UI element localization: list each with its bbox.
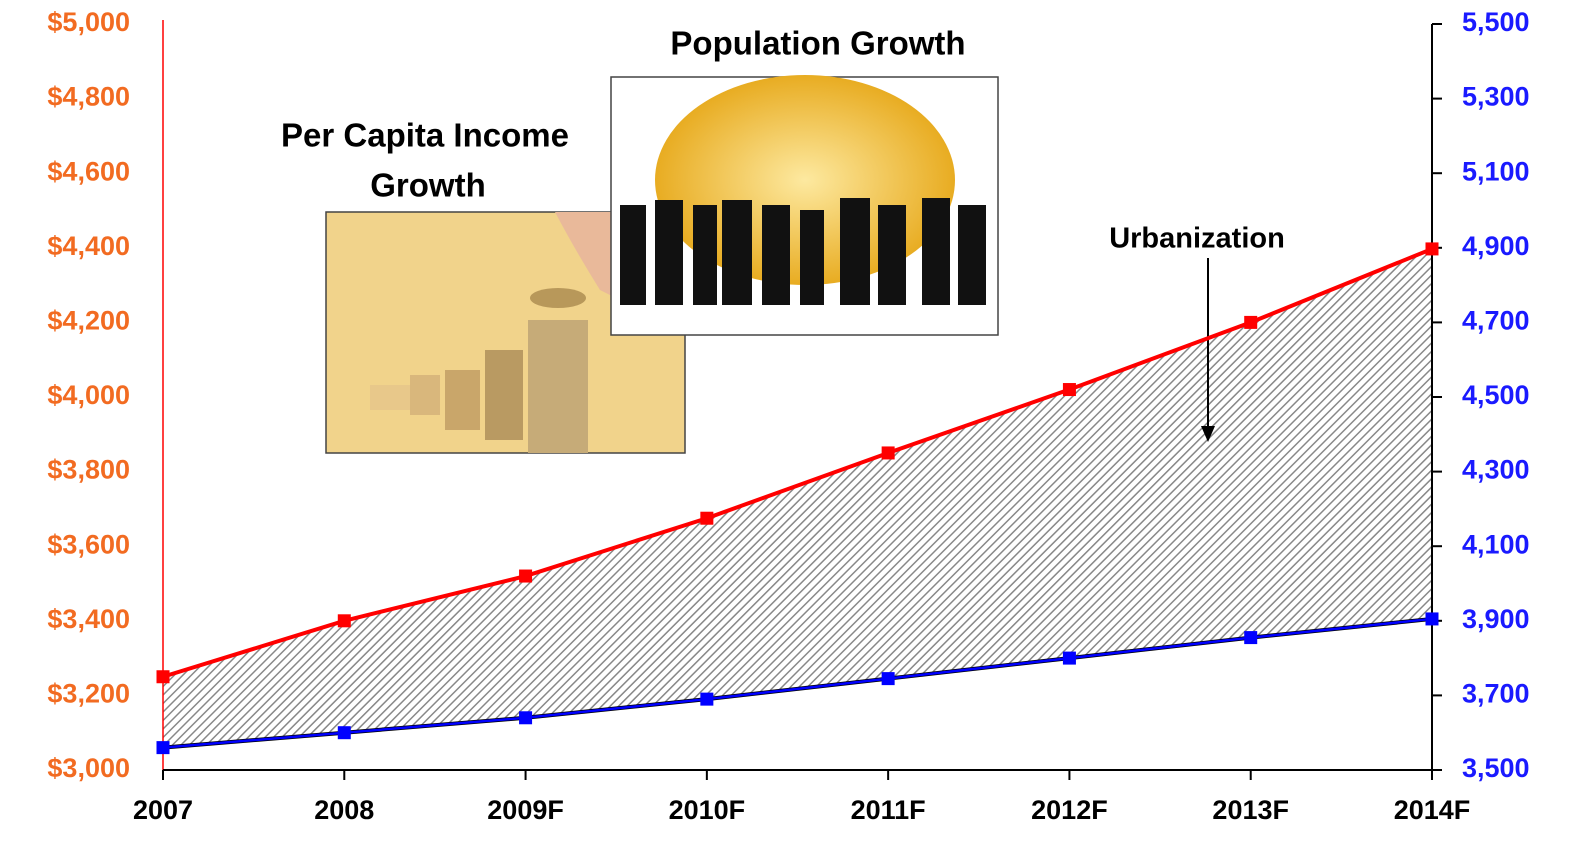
y2-tick-label: 3,500 (1462, 753, 1530, 783)
y2-tick-label: 4,500 (1462, 380, 1530, 410)
y-tick-label: $3,600 (47, 529, 130, 559)
marker (1425, 242, 1439, 256)
marker (1062, 383, 1076, 397)
x-tick-label: 2012F (1031, 795, 1108, 825)
marker (337, 726, 351, 740)
y-tick-label: $4,000 (47, 380, 130, 410)
marker (1244, 315, 1258, 329)
marker (156, 741, 170, 755)
y2-tick-label: 3,900 (1462, 604, 1530, 634)
marker (1062, 651, 1076, 665)
x-tick-label: 2008 (314, 795, 374, 825)
marker (156, 670, 170, 684)
y-tick-label: $3,800 (47, 455, 130, 485)
marker (1244, 631, 1258, 645)
y2-tick-label: 4,100 (1462, 529, 1530, 559)
annotation: Urbanization (1109, 223, 1285, 255)
x-tick-label: 2007 (133, 795, 193, 825)
y2-tick-label: 5,500 (1462, 7, 1530, 37)
x-tick-label: 2011F (851, 795, 926, 825)
y-tick-label: $3,200 (47, 679, 130, 709)
y2-tick-label: 4,900 (1462, 231, 1530, 261)
marker (700, 511, 714, 525)
y-tick-label: $3,400 (47, 604, 130, 634)
y-tick-label: $5,000 (47, 7, 130, 37)
y-tick-label: $4,400 (47, 231, 130, 261)
marker (519, 569, 533, 583)
line (162, 247, 1433, 679)
arrow-head (1201, 426, 1215, 442)
y-tick-label: $4,200 (47, 306, 130, 336)
annotation: Per Capita Income (281, 117, 569, 154)
marker (881, 672, 895, 686)
x-tick-label: 2014F (1394, 795, 1471, 825)
marker (337, 614, 351, 628)
marker (1425, 612, 1439, 626)
x-tick-label: 2010F (669, 795, 746, 825)
marker (881, 446, 895, 460)
marker (519, 711, 533, 725)
y-tick-label: $4,600 (47, 156, 130, 186)
y2-tick-label: 5,100 (1462, 156, 1530, 186)
y-tick-label: $3,000 (47, 753, 130, 783)
y-tick-label: $4,800 (47, 82, 130, 112)
x-tick-label: 2013F (1212, 795, 1289, 825)
y2-tick-label: 4,700 (1462, 306, 1530, 336)
annotation: Population Growth (670, 25, 965, 62)
line (162, 617, 1433, 749)
x-tick-label: 2009F (487, 795, 564, 825)
annotation: Growth (370, 167, 485, 204)
y2-tick-label: 4,300 (1462, 455, 1530, 485)
marker (700, 692, 714, 706)
y2-tick-label: 3,700 (1462, 679, 1530, 709)
y2-tick-label: 5,300 (1462, 82, 1530, 112)
population-image (610, 75, 999, 336)
